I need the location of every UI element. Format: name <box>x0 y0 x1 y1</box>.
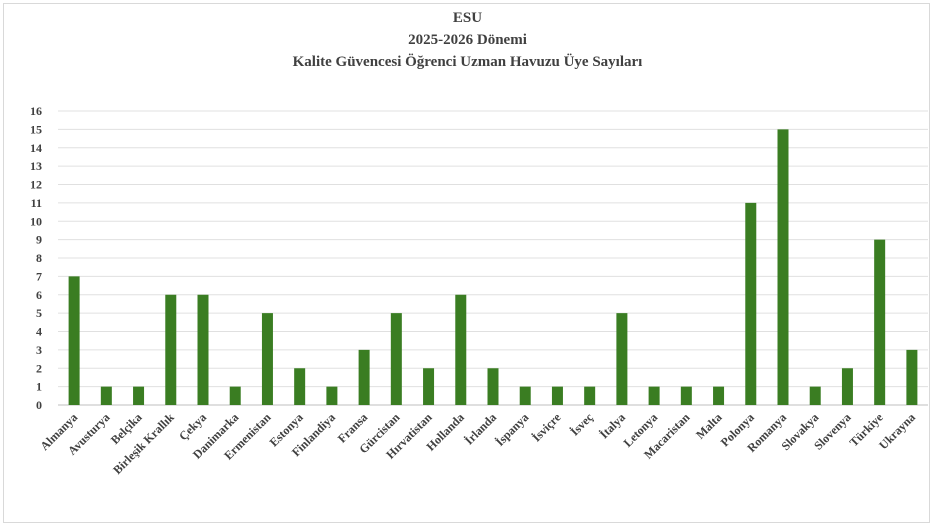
y-tick-label: 0 <box>36 398 42 412</box>
bar <box>68 276 80 405</box>
x-tick-label: İspanya <box>493 410 532 449</box>
bar <box>519 386 531 405</box>
bar <box>584 386 596 405</box>
y-tick-label: 8 <box>36 251 42 265</box>
chart-title-line-2: 2025-2026 Dönemi <box>408 32 527 48</box>
chart-title-line-1: ESU <box>452 10 483 26</box>
bar <box>390 313 402 405</box>
y-tick-label: 2 <box>36 361 42 375</box>
bar <box>326 386 338 405</box>
bar <box>294 368 306 405</box>
bar <box>648 386 660 405</box>
y-tick-label: 16 <box>30 104 42 118</box>
y-tick-label: 13 <box>30 159 42 173</box>
bar <box>229 386 241 405</box>
x-tick-label: Ukrayna <box>876 410 918 452</box>
y-tick-label: 5 <box>36 306 42 320</box>
x-tick-label: İsveç <box>568 410 597 439</box>
y-tick-label: 9 <box>36 233 42 247</box>
chart-title-line-3: Kalite Güvencesi Öğrenci Uzman Havuzu Üy… <box>292 54 643 70</box>
bar <box>261 313 273 405</box>
bar <box>616 313 628 405</box>
bar <box>487 368 499 405</box>
bar <box>455 294 467 405</box>
bar <box>745 202 757 405</box>
x-tick-label: İsviçre <box>529 410 564 445</box>
bar <box>680 386 692 405</box>
bar <box>197 294 209 405</box>
y-tick-label: 3 <box>36 343 42 357</box>
y-tick-label: 12 <box>30 178 42 192</box>
y-tick-label: 6 <box>36 288 42 302</box>
y-tick-label: 11 <box>31 196 42 210</box>
y-tick-label: 7 <box>36 269 42 283</box>
y-tick-label: 1 <box>36 380 42 394</box>
bar <box>906 349 918 405</box>
bar <box>165 294 177 405</box>
y-tick-label: 10 <box>30 214 42 228</box>
bar <box>551 386 563 405</box>
y-tick-label: 4 <box>36 325 42 339</box>
bar <box>133 386 145 405</box>
bar <box>777 129 789 405</box>
bar <box>874 239 886 405</box>
x-tick-label: İrlanda <box>462 410 499 447</box>
bar <box>841 368 853 405</box>
chart-frame <box>3 3 930 523</box>
y-tick-label: 14 <box>30 141 42 155</box>
bar <box>358 349 370 405</box>
bar <box>423 368 435 405</box>
bar <box>713 386 725 405</box>
gridlines <box>58 110 928 406</box>
bars <box>68 129 918 405</box>
y-tick-label: 15 <box>30 122 42 136</box>
bar <box>100 386 112 405</box>
bar <box>809 386 821 405</box>
